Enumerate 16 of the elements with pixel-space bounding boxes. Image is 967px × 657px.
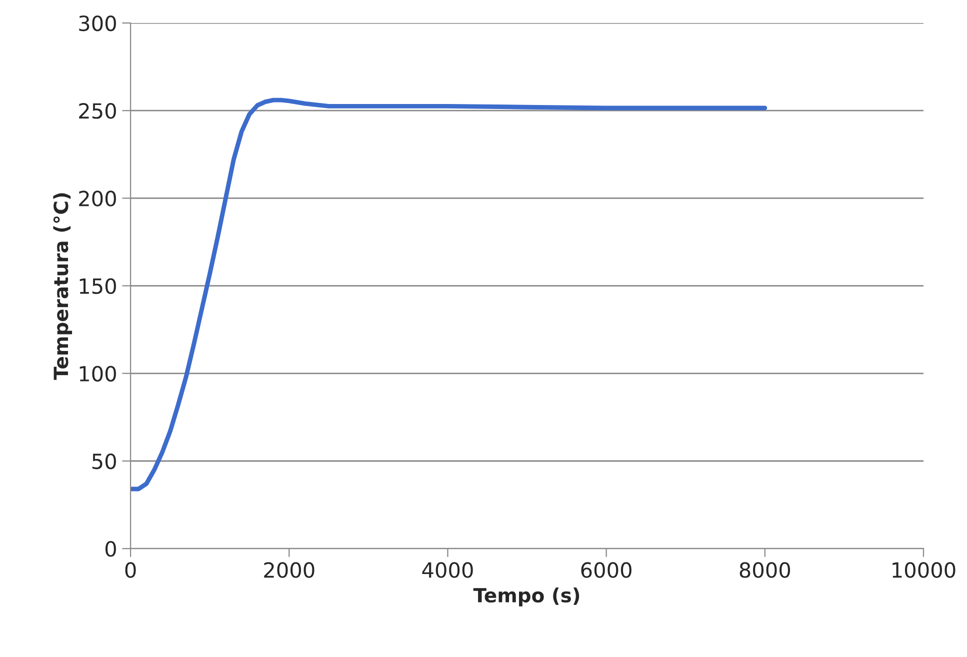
y-tick-label: 100 <box>80 366 116 382</box>
y-tick-label: 0 <box>105 541 116 557</box>
x-tick-label: 2000 <box>264 562 314 578</box>
y-tick-label: 250 <box>79 103 116 119</box>
x-tick-label: 10000 <box>892 562 956 578</box>
x-tick-label: 4000 <box>422 562 473 578</box>
line-series <box>130 98 768 492</box>
x-tick-label: 6000 <box>581 562 632 578</box>
y-tick-label: 300 <box>79 15 116 32</box>
x-tick-label: 8000 <box>740 562 790 578</box>
y-tick-label: 50 <box>92 453 116 470</box>
y-tick-label: 150 <box>80 278 116 294</box>
y-tick-label: 200 <box>79 190 116 206</box>
y-axis-title: Temperatura (°C) <box>53 193 72 380</box>
x-axis-title: Tempo (s) <box>473 588 580 606</box>
x-tick-label: 0 <box>125 562 136 578</box>
